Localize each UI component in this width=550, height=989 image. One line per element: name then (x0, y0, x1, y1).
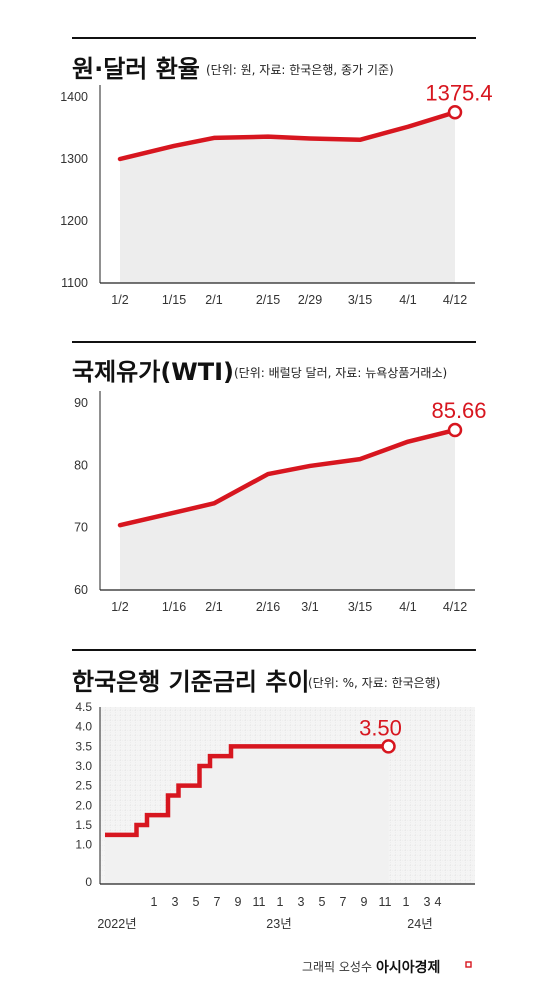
x-tick-label: 2/1 (205, 293, 222, 307)
x-tick-label: 11 (379, 895, 392, 909)
end-point-marker (381, 739, 396, 754)
x-tick-label: 1 (403, 895, 410, 909)
chart1-title: 원·달러 환율 (72, 55, 200, 83)
chart-base-rate: 한국은행 기준금리 추이 (단위: %, 자료: 한국은행) 0 1.0 1.5 2.… (72, 649, 476, 931)
chart-oil-price: 국제유가(WTI) (단위: 배럴당 달러, 자료: 뉴욕상품거래소) 60 70… (72, 341, 487, 614)
x-tick-label: 9 (361, 895, 368, 909)
x-tick-label: 4 (435, 895, 442, 909)
chart1-plot: 1100 1200 1300 1400 1/2 1/15 2/1 2/15 2/29 3/15 4/… (60, 80, 492, 307)
x-tick-label: 2/29 (298, 293, 322, 307)
x-tick-label: 3/15 (348, 293, 372, 307)
x-tick-label: 4/12 (443, 600, 467, 614)
chart2-plot: 60 70 80 90 1/2 1/16 2/1 2/16 3/1 3/15 4/1 4/12 85.6… (74, 391, 487, 614)
end-value-label: 1375.4 (425, 80, 492, 105)
x-tick-label: 4/1 (399, 600, 416, 614)
y-tick-label: 2.0 (75, 798, 92, 812)
chart2-subtitle: (단위: 배럴당 달러, 자료: 뉴욕상품거래소) (234, 366, 447, 380)
x-tick-label: 3/1 (301, 600, 318, 614)
y-tick-label: 2.5 (75, 779, 92, 793)
chart-exchange-rate: 원·달러 환율 (단위: 원, 자료: 한국은행, 종가 기준) 1100 120… (60, 37, 493, 307)
y-tick-label: 3.0 (75, 759, 92, 773)
brand-name: 아시아경제 (376, 959, 440, 976)
graphic-credit: 그래픽 오성수 (302, 960, 372, 974)
y-tick-label: 60 (74, 583, 88, 597)
footer: 그래픽 오성수 아시아경제 (302, 959, 472, 976)
end-value-label: 85.66 (431, 398, 486, 423)
end-point-marker (447, 422, 463, 438)
y-tick-label: 0 (85, 875, 92, 889)
x-tick-label: 7 (340, 895, 347, 909)
x-tick-label: 3/15 (348, 600, 372, 614)
y-tick-label: 4.5 (75, 700, 92, 714)
y-tick-label: 90 (74, 396, 88, 410)
x-group-label: 23년 (266, 917, 291, 931)
chart1-area (120, 112, 455, 283)
chart3-plot: 01.01.52.02.53.03.54.04.53.501 3 5 7 9 11 1 3 5 7… (75, 700, 475, 931)
x-tick-label: 3 (298, 895, 305, 909)
chart3-title: 한국은행 기준금리 추이 (72, 668, 310, 696)
x-tick-label: 4/12 (443, 293, 467, 307)
x-tick-label: 2/15 (256, 293, 280, 307)
end-point-marker (447, 105, 463, 120)
chart3-series-step-line (105, 744, 389, 838)
end-value-label: 3.50 (359, 715, 402, 740)
y-tick-label: 1400 (60, 90, 88, 104)
chart2-series-line (117, 427, 458, 528)
x-tick-label: 1/15 (162, 293, 186, 307)
x-group-label: 24년 (407, 917, 432, 931)
y-tick-label: 1200 (60, 214, 88, 228)
x-tick-label: 5 (319, 895, 326, 909)
x-tick-label: 1 (277, 895, 284, 909)
x-tick-label: 1/2 (111, 293, 128, 307)
x-tick-label: 11 (253, 895, 266, 909)
x-tick-label: 7 (214, 895, 221, 909)
chart1-subtitle: (단위: 원, 자료: 한국은행, 종가 기준) (206, 62, 394, 77)
x-tick-label: 2/16 (256, 600, 280, 614)
x-tick-label: 1 (151, 895, 158, 909)
x-tick-label: 3 (172, 895, 179, 909)
y-tick-label: 80 (74, 458, 88, 472)
chart2-area (120, 430, 455, 590)
x-tick-label: 1/2 (111, 600, 128, 614)
y-tick-label: 1.0 (75, 838, 92, 852)
x-tick-label: 5 (193, 895, 200, 909)
x-tick-label: 4/1 (399, 293, 416, 307)
brand-mark (465, 961, 472, 968)
chart3-subtitle: (단위: %, 자료: 한국은행) (308, 675, 440, 690)
y-tick-label: 3.5 (75, 739, 92, 753)
x-tick-label: 3 (424, 895, 431, 909)
x-tick-label: 2/1 (205, 600, 222, 614)
y-tick-label: 70 (74, 521, 88, 535)
chart1-series-line (117, 110, 458, 162)
y-tick-label: 1100 (61, 276, 88, 290)
y-tick-label: 1300 (60, 152, 88, 166)
x-tick-label: 9 (235, 895, 242, 909)
chart3-area (105, 746, 389, 884)
x-tick-label: 1/16 (162, 600, 186, 614)
x-group-label: 2022년 (97, 917, 136, 931)
y-tick-label: 1.5 (75, 818, 92, 832)
chart2-title: 국제유가(WTI) (72, 358, 234, 386)
y-tick-label: 4.0 (75, 720, 92, 734)
